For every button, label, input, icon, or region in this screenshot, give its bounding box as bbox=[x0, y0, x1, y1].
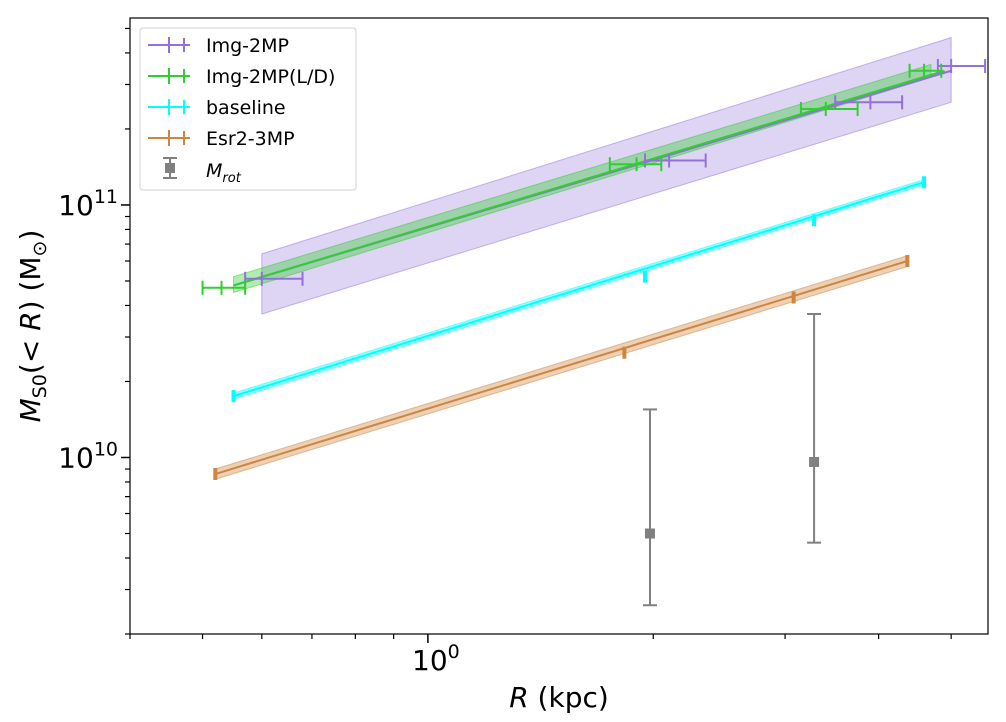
point-img-2mp-2 bbox=[834, 95, 904, 110]
point-img-2mp-l-d--1 bbox=[608, 157, 663, 172]
point-img-2mp-l-d--2 bbox=[799, 101, 859, 116]
marker-m-rot bbox=[644, 528, 655, 539]
y-tick-label: 1010 bbox=[58, 438, 118, 474]
legend-label-img-2mp-l-d-: Img-2MP(L/D) bbox=[206, 66, 335, 88]
point-img-2mp-l-d--3 bbox=[908, 63, 943, 78]
legend-item-esr2-3mp: Esr2-3MP bbox=[148, 128, 295, 150]
x-axis-label: R (kpc) bbox=[509, 681, 609, 714]
marker-m-rot bbox=[809, 456, 820, 467]
legend-label-esr2-3mp: Esr2-3MP bbox=[206, 128, 295, 150]
series-points bbox=[201, 59, 987, 607]
x-tick-label: 100 bbox=[412, 641, 460, 677]
legend-label-baseline: baseline bbox=[206, 97, 286, 119]
band-img-2mp-l-d- bbox=[233, 63, 932, 294]
point-m-rot-0 bbox=[642, 408, 657, 607]
legend-item-img-2mp: Img-2MP bbox=[148, 35, 289, 57]
legend-swatch-m-rot bbox=[165, 163, 175, 173]
point-img-2mp-3 bbox=[936, 59, 987, 74]
legend-item-baseline: baseline bbox=[148, 97, 286, 119]
point-img-2mp-l-d--0 bbox=[201, 280, 247, 295]
legend-label-img-2mp: Img-2MP bbox=[206, 35, 289, 57]
legend-item-img-2mp-l-d-: Img-2MP(L/D) bbox=[148, 66, 335, 88]
line-baseline bbox=[233, 181, 925, 398]
plot-frame bbox=[129, 17, 989, 635]
y-tick-label: 1011 bbox=[58, 186, 118, 222]
legend-frame bbox=[139, 27, 357, 191]
y-axis-label: MS0(< R) (M⊙) bbox=[14, 230, 51, 423]
point-m-rot-1 bbox=[807, 313, 822, 544]
